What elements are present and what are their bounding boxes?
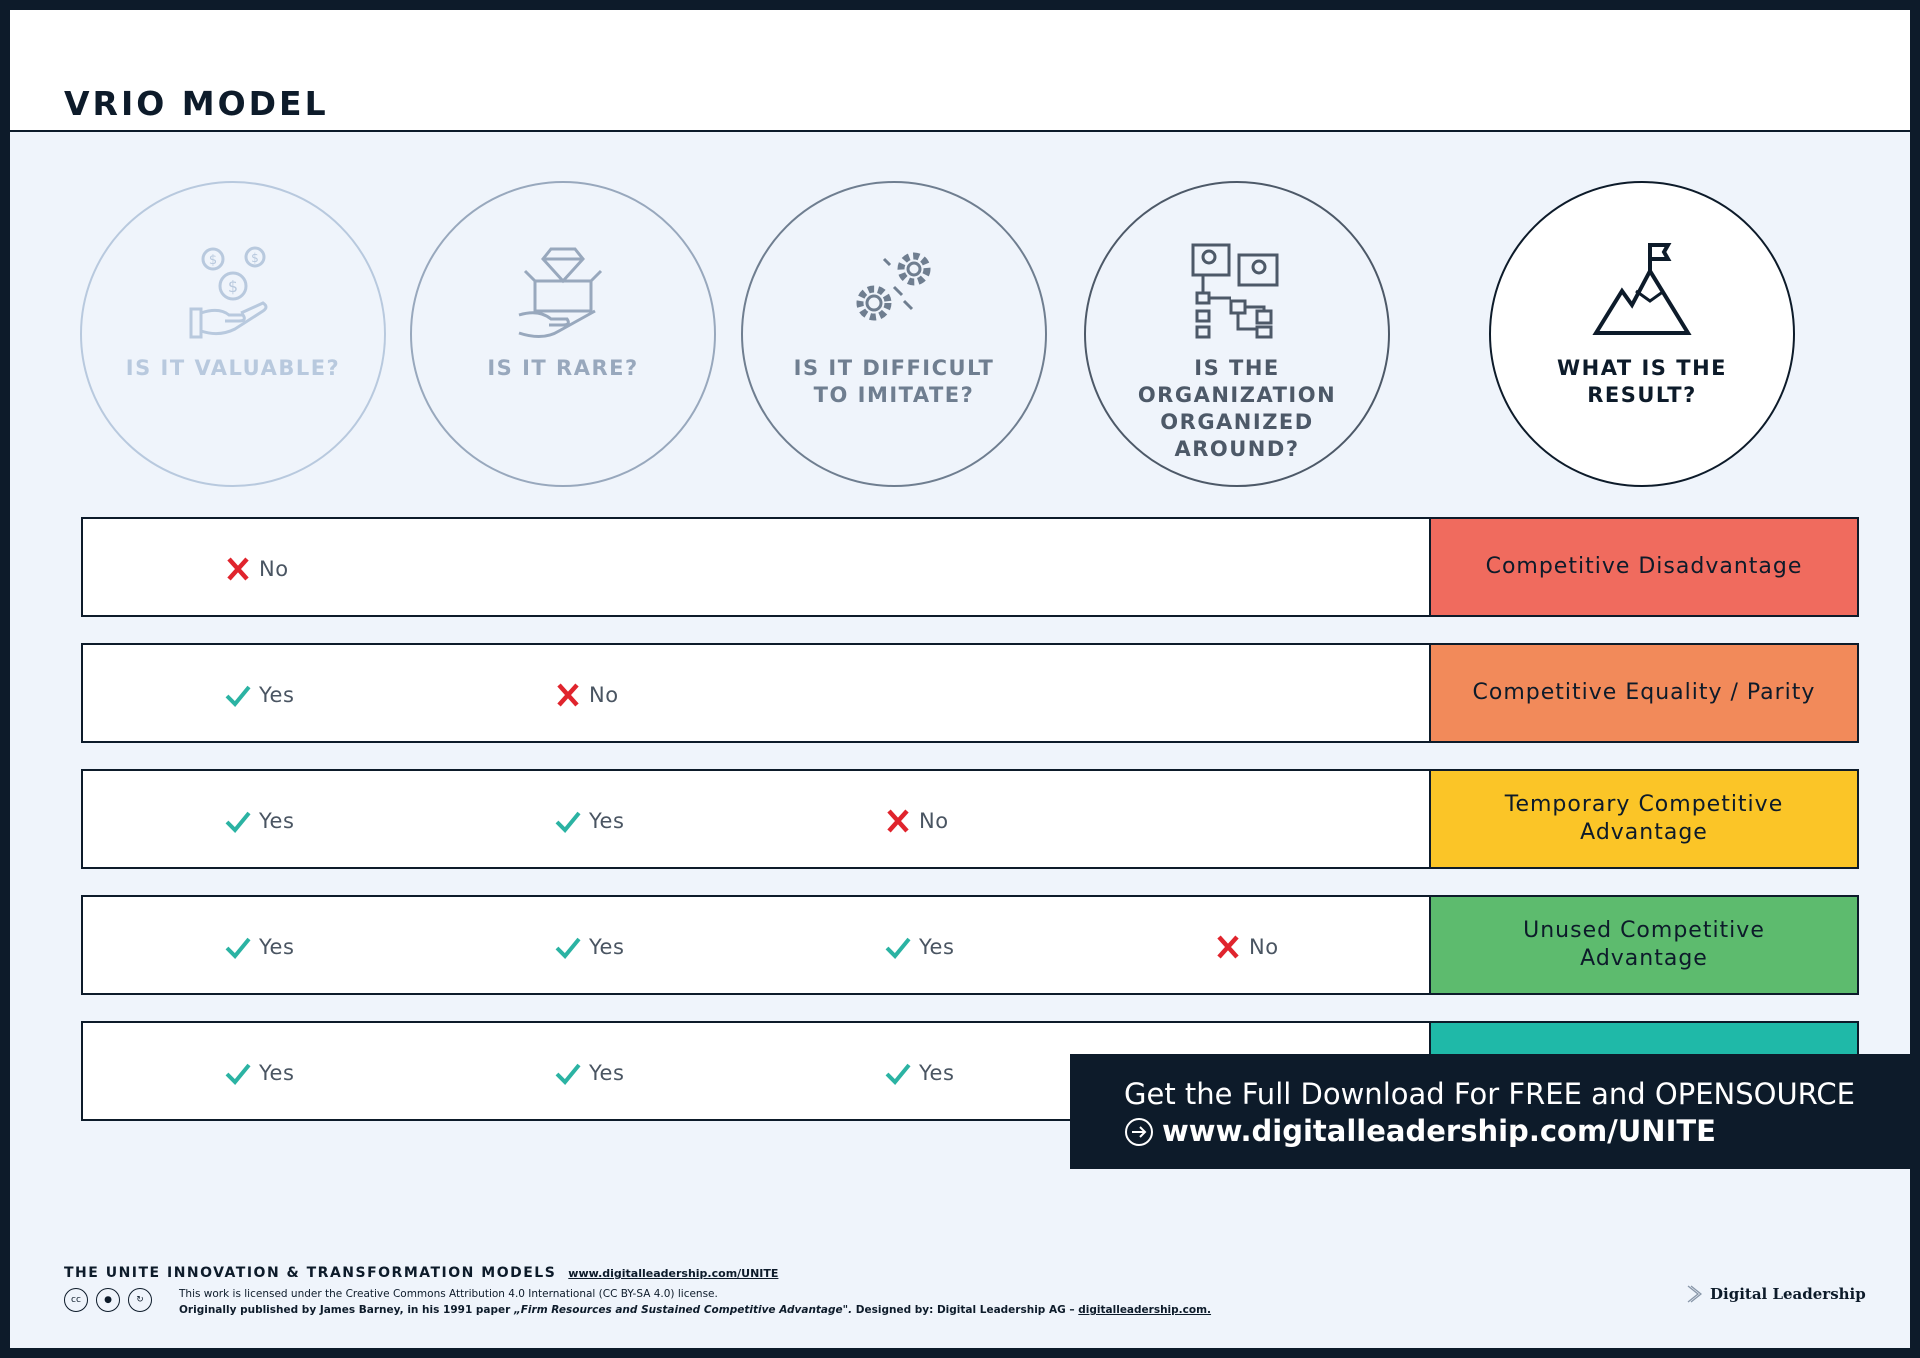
answer-yes: Yes — [885, 935, 954, 959]
check-icon — [225, 937, 251, 959]
check-icon — [225, 1063, 251, 1085]
result-cell: Unused Competitive Advantage — [1429, 895, 1859, 995]
page-title: VRIO MODEL — [64, 84, 329, 123]
cross-icon — [227, 557, 249, 581]
mountain-flag-icon — [1592, 243, 1692, 335]
result-cell: Temporary Competitive Advantage — [1429, 769, 1859, 869]
banner-url[interactable]: www.digitalleadership.com/UNITE — [1162, 1114, 1716, 1148]
svg-text:$: $ — [209, 253, 217, 268]
check-icon — [555, 1063, 581, 1085]
share-alike-icon: ↻ — [128, 1288, 152, 1312]
question-label: IS IT DIFFICULT TO IMITATE? — [793, 356, 995, 407]
org-chart-icon — [1191, 243, 1279, 339]
credit-link[interactable]: digitalleadership.com. — [1078, 1304, 1212, 1316]
answer-text: No — [1249, 935, 1279, 959]
vrio-row: Yes Yes No Temporary Competitive Advantage — [81, 769, 1859, 869]
question-label: IS THE ORGANIZATION ORGANIZED AROUND? — [1137, 356, 1337, 461]
logo-text: Digital Leadership — [1710, 1285, 1866, 1303]
credit-prefix: Originally published by James Barney, in… — [179, 1304, 514, 1316]
question-circle: IS IT DIFFICULT TO IMITATE? — [741, 181, 1047, 487]
credit-suffix: Designed by: Digital Leadership AG – — [852, 1304, 1079, 1316]
answer-text: No — [589, 683, 619, 707]
check-icon — [885, 937, 911, 959]
answer-text: Yes — [589, 809, 625, 833]
answer-text: Yes — [919, 935, 955, 959]
cross-icon — [887, 809, 909, 833]
header: VRIO MODEL — [10, 10, 1910, 132]
cross-icon — [1217, 935, 1239, 959]
vrio-row: Yes No Competitive Equality / Parity — [81, 643, 1859, 743]
footer-heading-text: THE UNITE INNOVATION & TRANSFORMATION MO… — [64, 1265, 557, 1281]
answer-text: Yes — [919, 1061, 955, 1085]
question-circle: $ $ $ IS IT VALUABLE? — [80, 181, 386, 487]
diamond-box-icon — [518, 247, 603, 338]
answer-yes: Yes — [555, 1061, 624, 1085]
question-label: IS IT VALUABLE? — [125, 356, 341, 380]
answer-text: No — [259, 557, 289, 581]
svg-text:$: $ — [251, 251, 259, 265]
check-icon — [225, 811, 251, 833]
result-text: Unused Competitive Advantage — [1523, 918, 1765, 971]
chevron-logo-icon — [1687, 1285, 1702, 1303]
attribution-icon: ● — [96, 1288, 120, 1312]
vrio-canvas: VRIO MODEL $ $ $ IS IT VALUABLE? IS IT RARE?… — [10, 10, 1910, 1348]
credit-paper: „Firm Resources and Sustained Competitiv… — [513, 1304, 853, 1316]
question-circle: WHAT IS THE RESULT? — [1489, 181, 1795, 487]
arrow-circle-icon — [1125, 1117, 1153, 1146]
check-icon — [555, 811, 581, 833]
license-line: This work is licensed under the Creative… — [179, 1288, 718, 1300]
answer-text: Yes — [259, 683, 295, 707]
gears-icon — [856, 252, 931, 321]
answer-no: No — [555, 683, 619, 707]
question-label: IS IT RARE? — [487, 356, 639, 380]
answer-text: Yes — [259, 1061, 295, 1085]
result-text: Competitive Equality / Parity — [1472, 680, 1816, 705]
result-text: Temporary Competitive Advantage — [1504, 792, 1784, 845]
check-icon — [555, 937, 581, 959]
result-text: Competitive Disadvantage — [1485, 554, 1803, 579]
license-text: This work is licensed under the Creative… — [179, 1286, 1211, 1318]
svg-text:$: $ — [228, 277, 238, 296]
credit-line: Originally published by James Barney, in… — [179, 1302, 1211, 1318]
answer-text: No — [919, 809, 949, 833]
answer-no: No — [225, 557, 289, 581]
vrio-row: Yes Yes Yes No Unused Competitive Advantage — [81, 895, 1859, 995]
question-circle: IS IT RARE? — [410, 181, 716, 487]
question-circle: IS THE ORGANIZATION ORGANIZED AROUND? — [1084, 181, 1390, 487]
answer-no: No — [1215, 935, 1279, 959]
cc-icon: cc — [64, 1288, 88, 1312]
vrio-row: No Competitive Disadvantage — [81, 517, 1859, 617]
answer-text: Yes — [589, 935, 625, 959]
answer-text: Yes — [259, 935, 295, 959]
cross-icon — [557, 683, 579, 707]
answer-no: No — [885, 809, 949, 833]
check-icon — [225, 685, 251, 707]
footer-heading: THE UNITE INNOVATION & TRANSFORMATION MO… — [64, 1265, 778, 1281]
digital-leadership-logo: Digital Leadership — [1686, 1285, 1866, 1303]
answer-yes: Yes — [555, 935, 624, 959]
banner-text: Get the Full Download For FREE and OPENS… — [1124, 1077, 1855, 1111]
footer-link[interactable]: www.digitalleadership.com/UNITE — [568, 1267, 779, 1280]
answer-yes: Yes — [555, 809, 624, 833]
answer-text: Yes — [589, 1061, 625, 1085]
result-cell: Competitive Disadvantage — [1429, 517, 1859, 617]
download-banner[interactable]: Get the Full Download For FREE and OPENS… — [1070, 1054, 1910, 1169]
answer-text: Yes — [259, 809, 295, 833]
result-cell: Competitive Equality / Parity — [1429, 643, 1859, 743]
answer-yes: Yes — [885, 1061, 954, 1085]
check-icon — [885, 1063, 911, 1085]
answer-yes: Yes — [225, 935, 294, 959]
question-label: WHAT IS THE RESULT? — [1557, 356, 1727, 407]
answer-yes: Yes — [225, 809, 294, 833]
answer-yes: Yes — [225, 683, 294, 707]
answer-yes: Yes — [225, 1061, 294, 1085]
money-hand-icon: $ $ $ — [189, 246, 268, 339]
